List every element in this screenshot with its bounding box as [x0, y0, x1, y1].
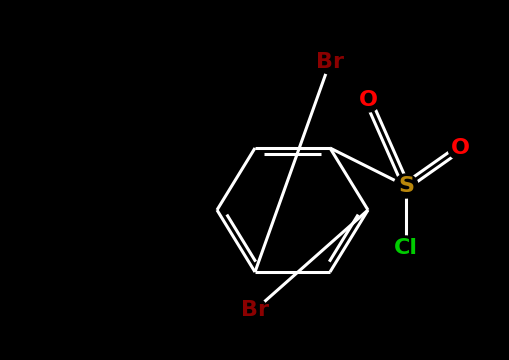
Circle shape — [447, 136, 471, 160]
Circle shape — [393, 236, 417, 260]
Text: Br: Br — [316, 52, 344, 72]
Circle shape — [393, 174, 417, 198]
Circle shape — [318, 50, 342, 74]
Text: O: O — [358, 90, 377, 110]
Circle shape — [355, 88, 379, 112]
Text: O: O — [449, 138, 469, 158]
Text: S: S — [397, 176, 413, 196]
Text: Br: Br — [241, 300, 268, 320]
Text: Cl: Cl — [393, 238, 417, 258]
Circle shape — [242, 298, 267, 322]
